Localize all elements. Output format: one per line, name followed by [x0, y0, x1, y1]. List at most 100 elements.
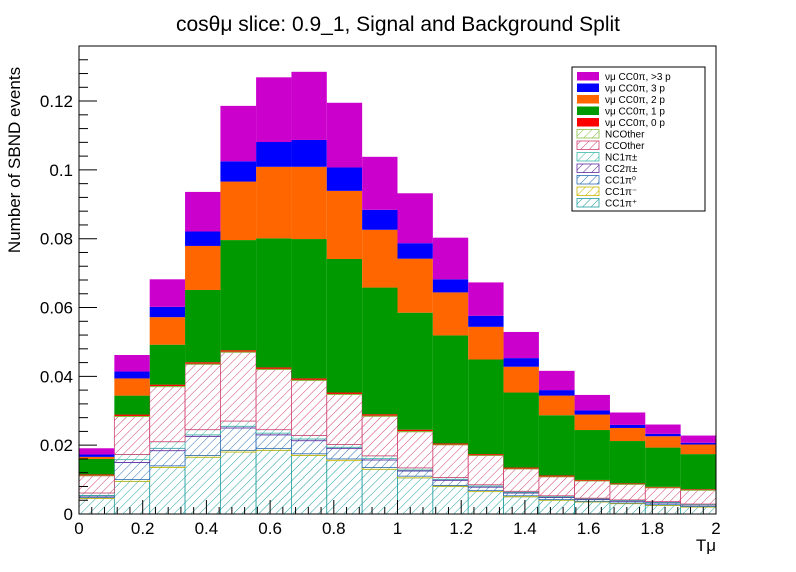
bar-5-13	[538, 476, 575, 497]
legend-swatch-1	[576, 186, 600, 196]
x-tick-label: 1.8	[640, 519, 664, 538]
bar-9-0	[79, 456, 115, 459]
bar-10-3	[185, 231, 221, 246]
bar-4-1	[113, 454, 151, 461]
legend-label-11: νμ CC0π, >3 p	[605, 72, 671, 83]
legend-swatch-6	[576, 129, 600, 139]
bar-5-0	[78, 475, 115, 494]
bar-2-7	[326, 448, 363, 460]
bar-2-4	[220, 427, 257, 451]
bar-7-11	[468, 454, 504, 456]
bar-8-3	[185, 289, 221, 363]
y-tick-label: 0.02	[40, 436, 73, 455]
bar-9-13	[538, 395, 575, 416]
x-tick-label: 1.4	[513, 519, 537, 538]
bar-11-14	[574, 394, 610, 411]
bar-7-17	[680, 489, 716, 490]
bar-11-12	[503, 331, 539, 359]
bar-2-2	[149, 450, 186, 467]
x-tick-label: 0.6	[258, 519, 282, 538]
bar-9-16	[645, 436, 681, 448]
bar-10-4	[220, 161, 257, 182]
x-tick-label: 1.6	[577, 519, 601, 538]
bar-0-6	[291, 455, 328, 515]
bar-8-7	[326, 259, 363, 393]
bar-8-8	[362, 287, 398, 415]
legend-swatch-10	[577, 83, 599, 92]
bar-10-12	[503, 358, 539, 367]
bar-10-15	[609, 424, 646, 428]
bar-2-3	[184, 436, 221, 456]
bar-9-3	[185, 245, 221, 290]
bar-8-0	[79, 458, 115, 475]
bar-7-4	[220, 350, 257, 352]
bar-7-14	[574, 479, 610, 481]
bar-10-14	[574, 410, 610, 415]
bar-6-4	[220, 351, 257, 353]
bar-5-11	[467, 455, 504, 486]
bar-9-15	[609, 427, 646, 442]
bar-11-4	[220, 105, 257, 162]
bar-9-14	[574, 414, 610, 431]
bar-0-7	[326, 460, 363, 515]
bar-5-4	[220, 351, 257, 422]
bar-11-15	[609, 412, 646, 425]
bar-11-9	[397, 193, 433, 244]
bar-6-6	[291, 379, 328, 381]
legend-label-2: CC1π⁰	[605, 176, 636, 187]
bar-8-9	[397, 312, 433, 430]
bar-8-10	[432, 335, 469, 444]
bar-7-12	[503, 467, 539, 469]
bar-5-16	[644, 487, 682, 503]
bar-4-4	[220, 420, 257, 427]
bar-7-3	[185, 362, 221, 364]
bar-6-1	[113, 415, 151, 418]
bar-11-6	[291, 71, 327, 140]
bar-11-0	[79, 448, 115, 455]
legend-swatch-3	[576, 163, 600, 173]
bar-0-9	[397, 477, 434, 515]
legend-label-4: NC1π±	[605, 153, 638, 164]
bar-11-11	[468, 282, 504, 316]
bar-5-10	[432, 444, 469, 478]
bar-10-8	[362, 209, 398, 230]
x-tick-label: 0.2	[131, 519, 155, 538]
bar-9-10	[432, 292, 469, 336]
x-tick-label: 2	[711, 519, 720, 538]
bar-8-14	[574, 430, 610, 480]
bar-8-13	[538, 415, 575, 476]
bar-5-15	[609, 484, 646, 501]
bar-7-5	[256, 367, 292, 369]
legend-swatch-2	[576, 175, 600, 185]
bar-11-3	[185, 191, 221, 232]
bar-11-1	[114, 355, 150, 372]
legend-swatch-7	[577, 118, 599, 127]
bar-9-11	[468, 326, 504, 360]
bar-0-13	[538, 499, 575, 515]
bar-7-9	[397, 429, 433, 432]
bar-3-1	[113, 459, 151, 463]
bar-0-4	[220, 451, 257, 515]
x-axis-label: Tμ	[696, 536, 716, 555]
bar-5-7	[326, 394, 363, 445]
bar-4-8	[361, 455, 398, 459]
x-tick-label: 1	[393, 519, 402, 538]
bar-8-12	[503, 392, 539, 468]
bar-0-8	[361, 468, 398, 515]
bar-8-15	[609, 441, 646, 484]
bar-9-2	[149, 317, 186, 345]
legend-label-0: CC1π⁺	[605, 199, 637, 210]
bar-9-17	[680, 444, 716, 455]
bar-7-8	[362, 414, 398, 416]
bar-11-5	[256, 77, 292, 143]
bar-2-8	[361, 459, 398, 468]
bar-7-6	[291, 378, 327, 380]
chart-title: cosθμ slice: 0.9_1, Signal and Backgroun…	[176, 13, 620, 36]
y-axis-label: Number of SBND events	[5, 67, 24, 253]
bar-6-9	[397, 430, 434, 433]
bar-9-1	[114, 378, 150, 396]
bar-5-2	[149, 386, 186, 443]
y-tick-label: 0.1	[49, 161, 73, 180]
bar-9-4	[220, 181, 257, 241]
